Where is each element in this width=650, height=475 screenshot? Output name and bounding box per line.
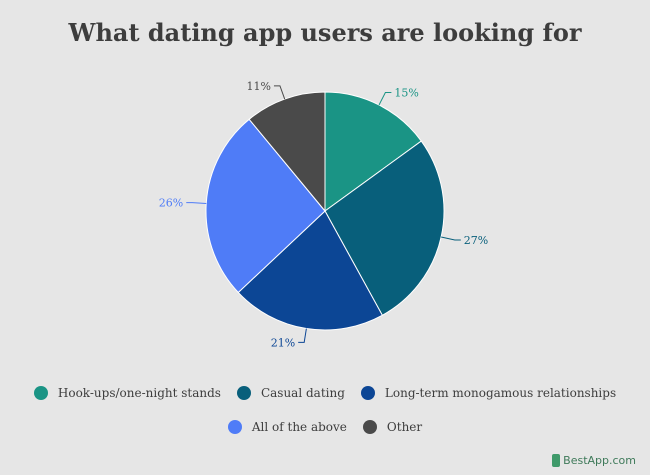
chart-title: What dating app users are looking for [68,18,582,47]
brand-text: BestApp.com [563,454,636,467]
legend-swatch [33,386,48,400]
leader-line [186,202,207,205]
legend-label: Long-term monogamous relationships [384,386,617,400]
leader-line [378,91,392,106]
legend-item[interactable]: All of the above [227,420,347,434]
legend-label: Other [386,420,423,434]
slice-data-label: 11% [246,80,270,93]
legend-item[interactable]: Hook-ups/one-night stands [33,386,221,400]
legend-item[interactable]: Long-term monogamous relationships [360,386,617,400]
legend-item[interactable]: Casual dating [236,386,345,400]
legend-swatch [360,386,375,400]
legend-swatch [227,420,242,434]
slice-data-label: 26% [159,197,183,210]
legend-label: Casual dating [260,386,345,400]
legend-row-1: Hook-ups/one-night stands Casual dating … [0,386,650,400]
pie-slice[interactable] [248,91,326,213]
leader-line [441,236,461,241]
leader-line [273,85,286,100]
phone-icon [552,454,561,467]
legend-label: Hook-ups/one-night stands [57,386,221,400]
leader-line [298,328,307,343]
slice-data-label: 27% [464,234,488,247]
legend-label: All of the above [251,420,347,434]
legend-swatch [236,386,251,400]
brand-logo[interactable]: BestApp.com [552,454,636,467]
slice-data-label: 21% [271,336,295,349]
pie-slice[interactable] [205,118,326,294]
pie-slice[interactable] [324,140,445,316]
legend-row-2: All of the above Other [0,420,650,434]
legend-swatch [362,420,377,434]
pie-slice[interactable] [324,91,422,212]
legend-item[interactable]: Other [362,420,423,434]
pie-slice[interactable] [237,210,384,331]
slice-data-label: 15% [394,86,418,99]
